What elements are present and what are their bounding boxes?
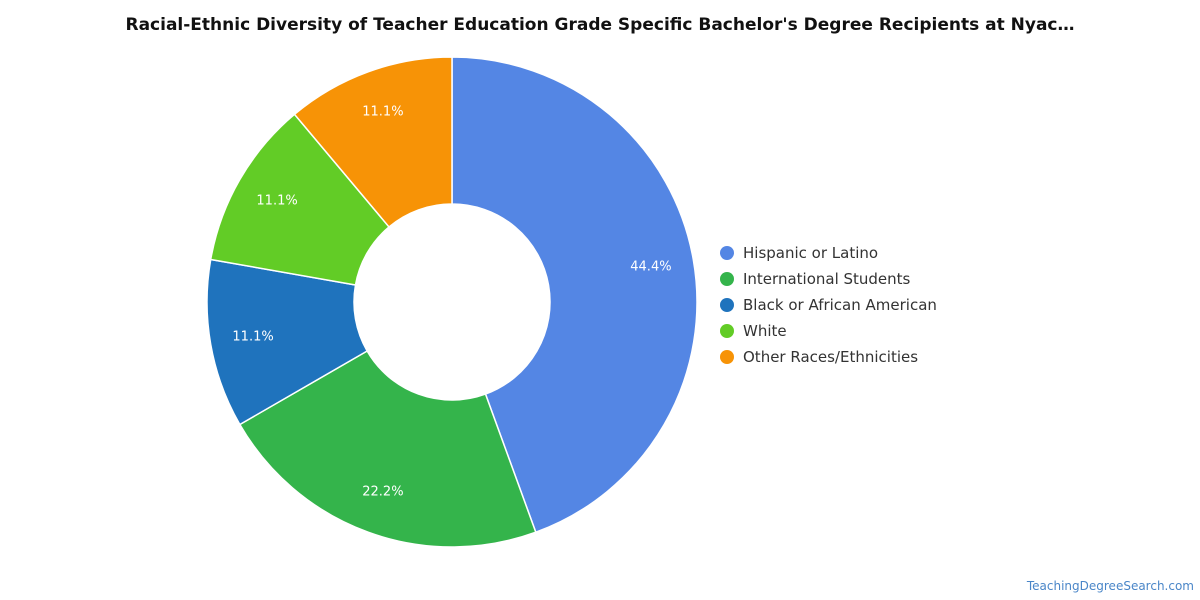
- slice-other-races-ethnicities[interactable]: [293, 56, 453, 228]
- slice-value-label: 22.2%: [362, 484, 403, 499]
- source-watermark[interactable]: TeachingDegreeSearch.com: [1026, 579, 1194, 593]
- slice-value-label: 11.1%: [232, 330, 273, 345]
- legend-label: Other Races/Ethnicities: [743, 348, 919, 366]
- legend-item-black-or-african-american[interactable]: Black or African American: [720, 292, 937, 318]
- chart-legend: Hispanic or Latino International Student…: [720, 240, 937, 370]
- legend-swatch-icon: [720, 350, 734, 364]
- legend-label: International Students: [743, 270, 911, 288]
- legend-label: Black or African American: [743, 296, 937, 314]
- chart-title: Racial-Ethnic Diversity of Teacher Educa…: [125, 15, 1075, 35]
- donut-slices: [206, 56, 698, 548]
- slice-value-label: 11.1%: [362, 105, 403, 120]
- legend-item-international-students[interactable]: International Students: [720, 266, 937, 292]
- legend-item-hispanic-or-latino[interactable]: Hispanic or Latino: [720, 240, 937, 266]
- legend-item-white[interactable]: White: [720, 318, 937, 344]
- slice-international-students[interactable]: [238, 349, 537, 548]
- slice-white[interactable]: [209, 113, 391, 286]
- legend-swatch-icon: [720, 298, 734, 312]
- slice-value-label: 11.1%: [256, 194, 297, 209]
- legend-swatch-icon: [720, 272, 734, 286]
- legend-label: White: [743, 322, 787, 340]
- donut-slice-labels: 44.4% 22.2% 11.1% 11.1% 11.1%: [232, 105, 671, 500]
- slice-black-or-african-american[interactable]: [206, 258, 369, 426]
- legend-swatch-icon: [720, 246, 734, 260]
- legend-swatch-icon: [720, 324, 734, 338]
- legend-label: Hispanic or Latino: [743, 244, 879, 262]
- slice-hispanic-or-latino[interactable]: [451, 56, 698, 534]
- legend-item-other-races-ethnicities[interactable]: Other Races/Ethnicities: [720, 344, 937, 370]
- slice-value-label: 44.4%: [630, 259, 671, 274]
